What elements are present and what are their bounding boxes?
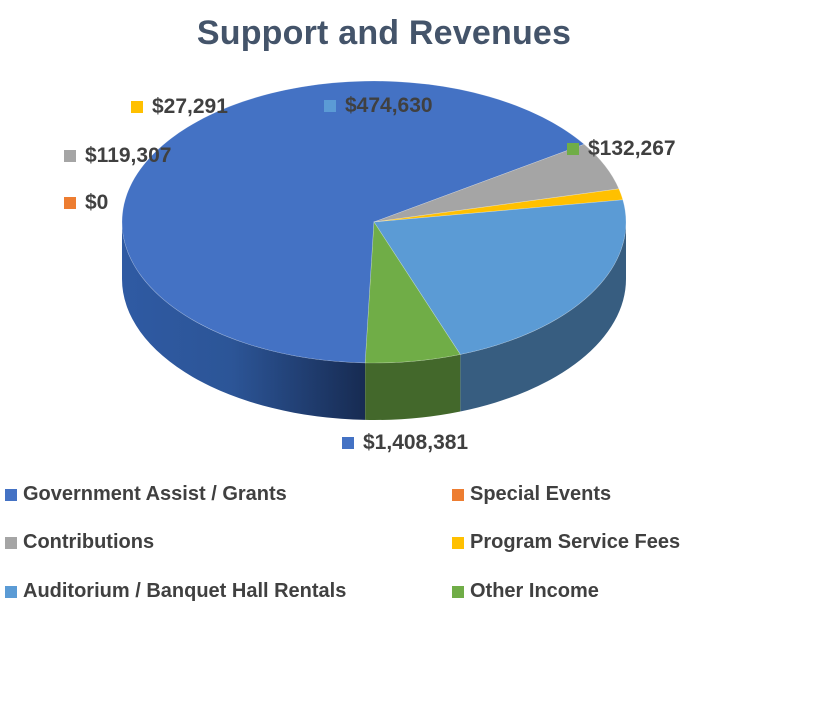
data-label-text: $119,307	[85, 144, 172, 167]
data-label-text: $474,630	[345, 94, 433, 117]
data-label-government-assist-grants: $1,408,381	[342, 431, 468, 455]
legend-item-government-assist-grants: Government Assist / Grants	[5, 483, 287, 506]
pie-side-auditorium-banquet-hall-rentals	[460, 222, 626, 412]
legend-swatch	[452, 536, 464, 549]
pie-slice-government-assist-grants	[121, 80, 585, 364]
legend-label: Government Assist / Grants	[23, 483, 287, 505]
data-label-swatch	[131, 101, 143, 113]
legend-item-special-events: Special Events	[452, 483, 611, 506]
data-label-other-income: $132,267	[567, 137, 676, 161]
pie-slice-program-service-fees	[373, 188, 624, 223]
data-label-swatch	[64, 150, 76, 162]
data-label-text: $132,267	[588, 137, 676, 160]
legend-item-program-service-fees: Program Service Fees	[452, 531, 680, 554]
legend-label: Other Income	[470, 580, 599, 602]
legend-label: Contributions	[23, 531, 155, 553]
legend-label: Special Events	[470, 483, 612, 505]
data-label-text: $0	[85, 191, 109, 214]
pie-slice-other-income	[364, 221, 461, 364]
data-label-swatch	[64, 197, 76, 209]
data-label-contributions: $119,307	[64, 144, 171, 168]
legend-swatch	[5, 536, 17, 549]
legend-label: Program Service Fees	[470, 531, 681, 553]
legend-swatch	[5, 488, 17, 501]
data-label-special-events: $0	[64, 191, 108, 215]
legend-swatch	[5, 585, 17, 598]
pie-slice-auditorium-banquet-hall-rentals	[373, 199, 627, 355]
data-label-text: $1,408,381	[363, 431, 469, 454]
pie-side-government-assist-grants	[122, 222, 366, 420]
legend-item-contributions: Contributions	[5, 531, 154, 554]
chart-title: Support and Revenues	[196, 14, 572, 52]
legend-item-auditorium-banquet-hall-rentals: Auditorium / Banquet Hall Rentals	[5, 580, 346, 603]
data-label-text: $27,291	[152, 95, 228, 118]
data-label-swatch	[342, 437, 354, 449]
pie-slice-contributions	[373, 143, 620, 223]
legend-swatch	[452, 488, 464, 501]
pie-side-other-income	[365, 354, 461, 420]
data-label-auditorium-banquet-hall-rentals: $474,630	[324, 94, 433, 118]
data-label-program-service-fees: $27,291	[131, 95, 228, 119]
legend-swatch	[452, 585, 464, 598]
legend-item-other-income: Other Income	[452, 580, 599, 603]
legend-label: Auditorium / Banquet Hall Rentals	[23, 580, 347, 602]
data-label-swatch	[324, 100, 336, 112]
data-label-swatch	[567, 143, 579, 155]
